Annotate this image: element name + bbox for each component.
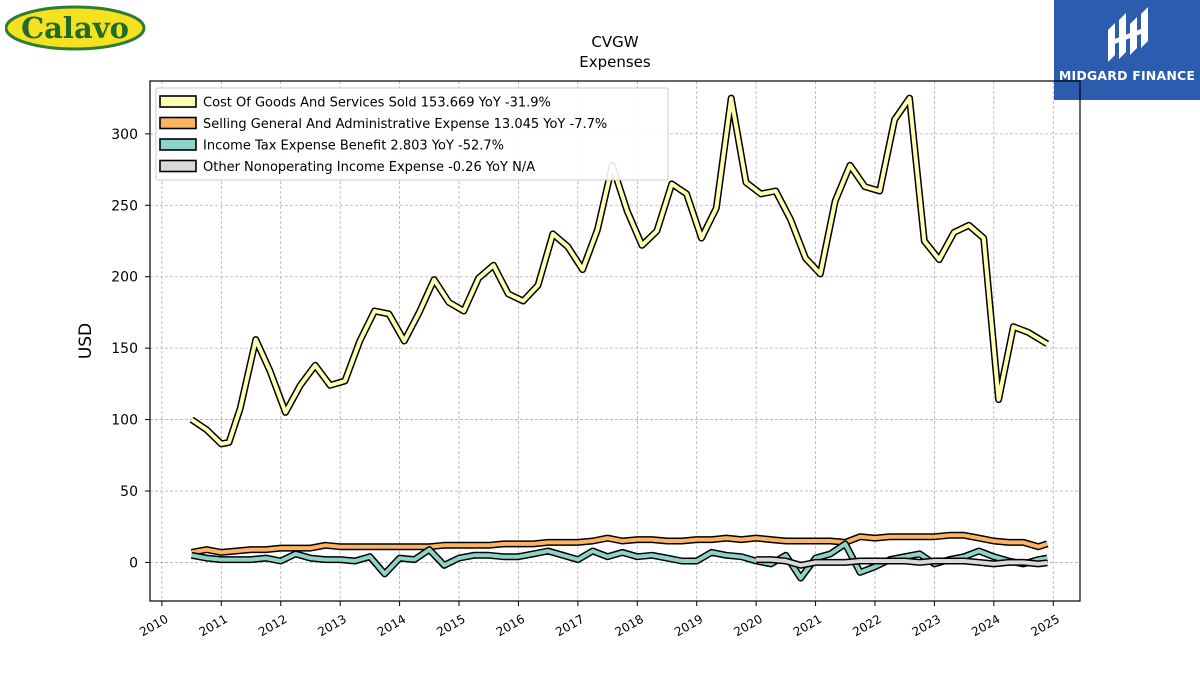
y-axis-label: USD	[76, 323, 96, 359]
legend-entry-label: Selling General And Administrative Expen…	[203, 117, 607, 132]
x-tick-label: 2016	[494, 612, 527, 639]
x-tick-label: 2010	[137, 612, 170, 639]
y-tick-label: 50	[120, 484, 138, 500]
legend-entry-label: Cost Of Goods And Services Sold 153.669 …	[203, 96, 551, 111]
midgard-finance-logo: MIDGARD FINANCE	[1054, 0, 1200, 100]
legend-swatch	[159, 159, 197, 173]
y-tick-label: 0	[129, 555, 138, 571]
y-tick-label: 100	[111, 413, 138, 429]
chart-subtitle: Expenses	[579, 53, 651, 71]
calavo-logo-mark: Calavo	[4, 5, 146, 51]
x-tick-label: 2025	[1029, 612, 1062, 639]
y-tick-label: 200	[111, 270, 138, 286]
x-tick-label: 2020	[731, 612, 764, 639]
chart-title: CVGW	[591, 33, 638, 51]
chart-legend: Cost Of Goods And Services Sold 153.669 …	[155, 87, 669, 181]
legend-swatch	[159, 95, 197, 108]
x-tick-label: 2011	[197, 612, 230, 639]
legend-swatch	[159, 138, 197, 151]
x-tick-label: 2015	[434, 612, 467, 639]
y-tick-label: 250	[111, 198, 138, 214]
legend-entry-label: Income Tax Expense Benefit 2.803 YoY -52…	[203, 139, 504, 154]
x-tick-label: 2023	[910, 612, 943, 639]
x-tick-label: 2018	[613, 612, 646, 639]
legend-frame	[155, 87, 669, 181]
x-tick-label: 2022	[850, 612, 883, 639]
y-tick-label: 150	[111, 341, 138, 357]
x-tick-label: 2012	[256, 612, 289, 639]
x-tick-label: 2017	[553, 612, 586, 639]
midgard-emblem-icon	[1108, 7, 1148, 62]
midgard-logo-text: MIDGARD FINANCE	[1058, 68, 1196, 83]
y-tick-label: 300	[111, 127, 138, 143]
legend-entry-label: Other Nonoperating Income Expense -0.26 …	[203, 160, 535, 175]
plot-frame	[149, 80, 1081, 602]
x-tick-label: 2013	[315, 612, 348, 639]
x-tick-label: 2014	[375, 612, 408, 639]
x-tick-label: 2021	[791, 612, 824, 639]
calavo-logo: Calavo	[4, 5, 146, 51]
legend-swatch	[159, 116, 197, 130]
calavo-logo-text: Calavo	[21, 11, 129, 45]
x-tick-label: 2019	[672, 612, 705, 639]
x-tick-label: 2024	[969, 612, 1002, 639]
